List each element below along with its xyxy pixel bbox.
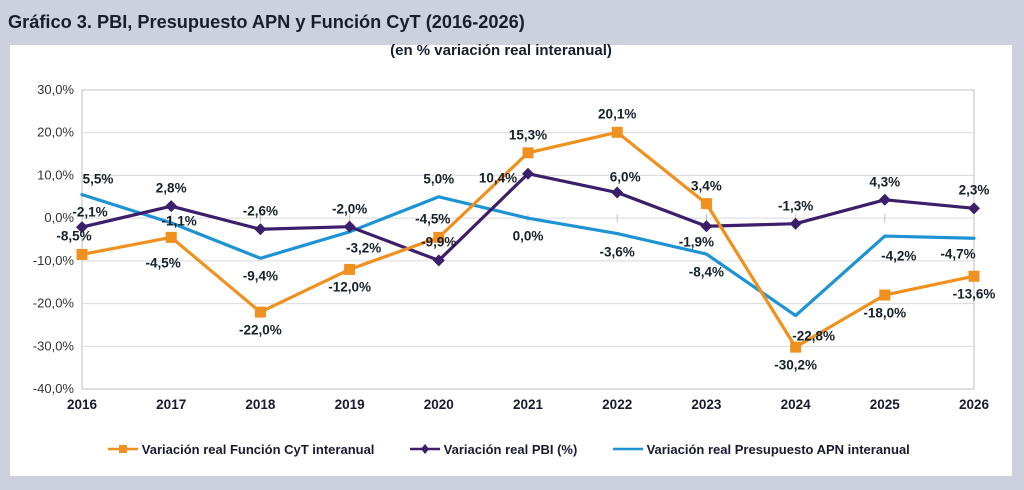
svg-text:-20,0%: -20,0%	[33, 296, 75, 311]
svg-text:-40,0%: -40,0%	[33, 381, 75, 396]
svg-text:2026: 2026	[959, 397, 990, 412]
svg-text:2022: 2022	[602, 397, 632, 412]
svg-text:-30,0%: -30,0%	[33, 338, 75, 353]
svg-text:2024: 2024	[781, 397, 812, 412]
svg-text:20,0%: 20,0%	[37, 125, 74, 140]
svg-text:2017: 2017	[156, 397, 186, 412]
svg-text:2016: 2016	[67, 397, 98, 412]
svg-text:-10,0%: -10,0%	[33, 253, 75, 268]
svg-text:2023: 2023	[691, 397, 722, 412]
svg-text:2021: 2021	[513, 397, 544, 412]
svg-text:2019: 2019	[335, 397, 365, 412]
svg-text:0,0%: 0,0%	[44, 210, 74, 225]
svg-text:2025: 2025	[870, 397, 901, 412]
svg-text:10,0%: 10,0%	[37, 167, 74, 182]
svg-text:2020: 2020	[424, 397, 454, 412]
svg-text:2018: 2018	[245, 397, 276, 412]
svg-text:30,0%: 30,0%	[37, 82, 74, 97]
